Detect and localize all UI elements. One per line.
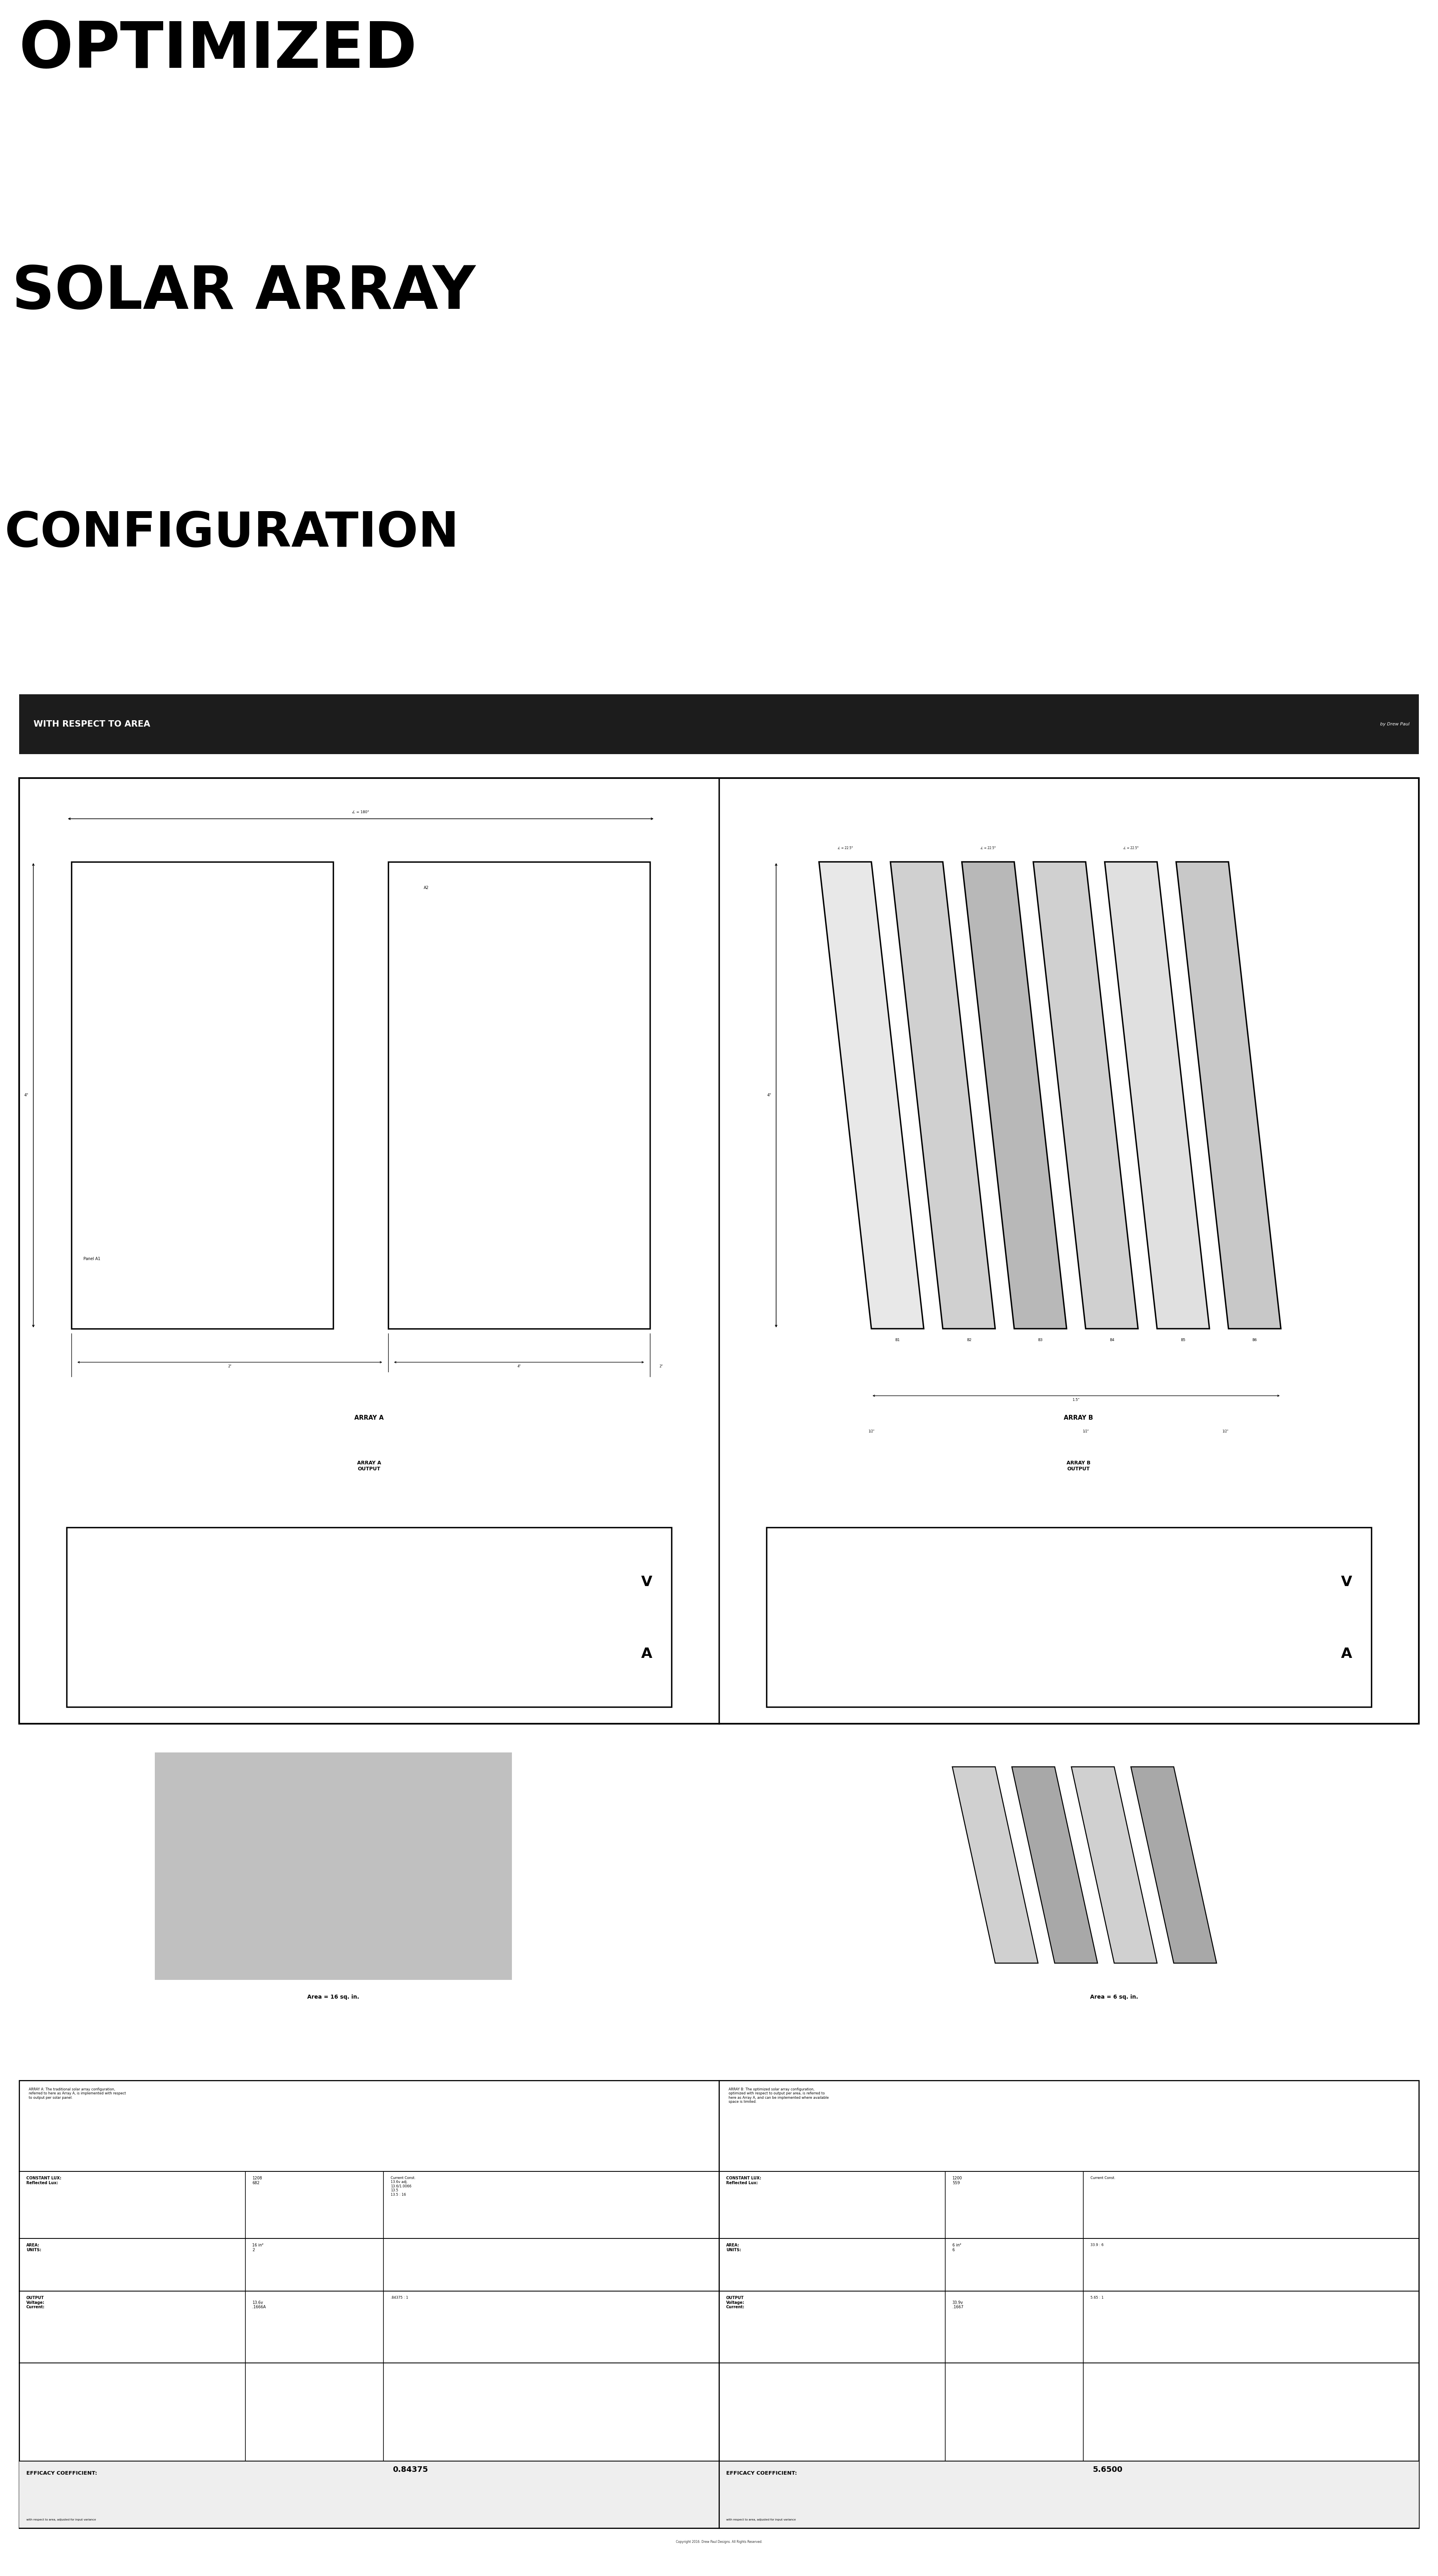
Text: 5.6500: 5.6500 — [1093, 2465, 1123, 2473]
Text: Current Const.
13.6v adj.
13.6/1.0066
13.5
13.5 : 16: Current Const. 13.6v adj. 13.6/1.0066 13… — [391, 2177, 416, 2197]
Text: ARRAY B: ARRAY B — [1064, 1414, 1093, 1422]
Text: A2: A2 — [424, 886, 429, 889]
Text: 1/2": 1/2" — [1222, 1430, 1228, 1432]
Polygon shape — [820, 863, 923, 1329]
Text: ARRAY B
OUTPUT: ARRAY B OUTPUT — [1067, 1461, 1090, 1471]
Text: ARRAY A: The traditional solar array configuration,
referred to here as Array A,: ARRAY A: The traditional solar array con… — [29, 2087, 125, 2099]
Text: ∠ = 22.5°: ∠ = 22.5° — [837, 848, 853, 850]
Text: V: V — [1342, 1577, 1352, 1589]
Text: 13.6v
.1666A: 13.6v .1666A — [252, 2295, 266, 2308]
Text: A: A — [641, 1646, 653, 1662]
Text: ARRAY A
OUTPUT: ARRAY A OUTPUT — [357, 1461, 381, 1471]
Text: ARRAY A: ARRAY A — [354, 1414, 384, 1422]
Text: 4": 4" — [518, 1365, 521, 1368]
Text: ARRAY B: The optimized solar array configuration,
optimized with respect to outp: ARRAY B: The optimized solar array confi… — [729, 2087, 828, 2105]
Text: ∠ = 180°: ∠ = 180° — [352, 811, 370, 814]
Text: SOLAR ARRAY: SOLAR ARRAY — [12, 263, 476, 322]
Text: EFFICACY COEFFICIENT:: EFFICACY COEFFICIENT: — [726, 2470, 797, 2476]
Bar — [66, 1528, 672, 1708]
Text: 1208
682: 1208 682 — [252, 2177, 262, 2184]
Text: 16 in²
2: 16 in² 2 — [252, 2244, 263, 2251]
Text: CONFIGURATION: CONFIGURATION — [4, 510, 459, 556]
Text: 4": 4" — [24, 1092, 29, 1097]
Bar — [719, 2460, 1419, 2527]
Polygon shape — [952, 1767, 1038, 1963]
Text: .84375 : 1: .84375 : 1 — [391, 2295, 408, 2300]
Text: 1200
559: 1200 559 — [952, 2177, 962, 2184]
Text: 33.9 : 6: 33.9 : 6 — [1090, 2244, 1103, 2246]
Polygon shape — [1104, 863, 1209, 1329]
Text: OUTPUT
Voltage:
Current:: OUTPUT Voltage: Current: — [26, 2295, 45, 2308]
Text: AREA:
UNITS:: AREA: UNITS: — [26, 2244, 42, 2251]
Text: A: A — [1342, 1646, 1352, 1662]
Polygon shape — [962, 863, 1067, 1329]
Bar — [19, 696, 1419, 755]
Bar — [19, 2460, 719, 2527]
Text: Copyright 2016. Drew Paul Designs. All Rights Reserved.: Copyright 2016. Drew Paul Designs. All R… — [676, 2540, 762, 2543]
Text: 5.65 : 1: 5.65 : 1 — [1090, 2295, 1103, 2300]
Text: Panel A1: Panel A1 — [83, 1257, 101, 1260]
Text: B6: B6 — [1252, 1340, 1257, 1342]
Text: CONSTANT LUX:
Reflected Lux:: CONSTANT LUX: Reflected Lux: — [26, 2177, 62, 2184]
Polygon shape — [1012, 1767, 1097, 1963]
Bar — [19, 2081, 1419, 2527]
Text: ∠ = 22.5°: ∠ = 22.5° — [1123, 848, 1139, 850]
Text: 2": 2" — [229, 1365, 232, 1368]
Text: 4": 4" — [766, 1092, 771, 1097]
Text: WITH RESPECT TO AREA: WITH RESPECT TO AREA — [33, 721, 150, 729]
Text: V: V — [641, 1577, 653, 1589]
Text: 1/2": 1/2" — [869, 1430, 874, 1432]
Text: 1.5": 1.5" — [1073, 1399, 1080, 1401]
Text: CONSTANT LUX:
Reflected Lux:: CONSTANT LUX: Reflected Lux: — [726, 2177, 761, 2184]
Text: B2: B2 — [966, 1340, 971, 1342]
Bar — [19, 778, 1419, 1723]
Text: B1: B1 — [896, 1340, 900, 1342]
Text: Area = 6 sq. in.: Area = 6 sq. in. — [1090, 1994, 1139, 1999]
Text: B3: B3 — [1038, 1340, 1043, 1342]
Text: 1/2": 1/2" — [1083, 1430, 1089, 1432]
Polygon shape — [1176, 863, 1281, 1329]
Text: EFFICACY COEFFICIENT:: EFFICACY COEFFICIENT: — [26, 2470, 96, 2476]
Text: 0.84375: 0.84375 — [393, 2465, 429, 2473]
Text: ∠ = 22.5°: ∠ = 22.5° — [981, 848, 995, 850]
Text: OUTPUT
Voltage:
Current:: OUTPUT Voltage: Current: — [726, 2295, 745, 2308]
Polygon shape — [890, 863, 995, 1329]
Text: 2": 2" — [660, 1365, 663, 1368]
Bar — [155, 1752, 512, 1981]
Text: 33.9v
.1667: 33.9v .1667 — [952, 2295, 963, 2308]
Text: Current Const.: Current Const. — [1090, 2177, 1116, 2179]
Text: 6 in²
6: 6 in² 6 — [952, 2244, 961, 2251]
Text: OPTIMIZED: OPTIMIZED — [19, 18, 417, 80]
Polygon shape — [1034, 863, 1137, 1329]
Polygon shape — [1071, 1767, 1158, 1963]
Polygon shape — [1130, 1767, 1217, 1963]
Bar — [766, 1528, 1372, 1708]
Text: Area = 16 sq. in.: Area = 16 sq. in. — [308, 1994, 360, 1999]
Text: B4: B4 — [1110, 1340, 1114, 1342]
Bar — [388, 863, 650, 1329]
Text: by Drew Paul: by Drew Paul — [1380, 721, 1409, 726]
Text: AREA:
UNITS:: AREA: UNITS: — [726, 2244, 741, 2251]
Text: B5: B5 — [1181, 1340, 1185, 1342]
Bar — [72, 863, 334, 1329]
